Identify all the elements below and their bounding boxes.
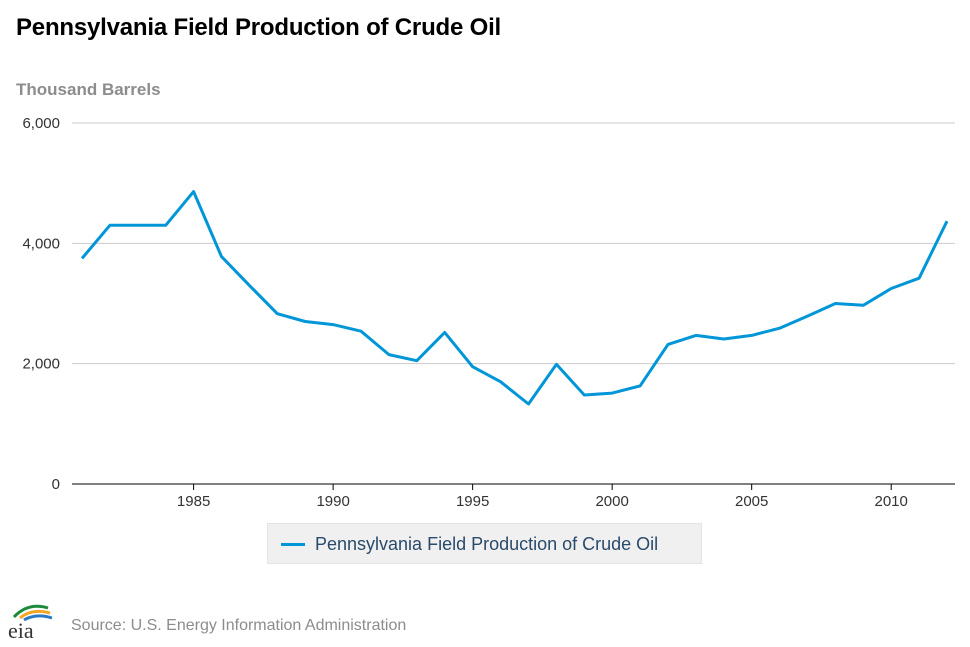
x-tick-label: 2010: [875, 493, 908, 510]
data-point[interactable]: [497, 378, 505, 386]
y-axis-unit-label: Thousand Barrels: [16, 80, 161, 99]
data-point[interactable]: [273, 310, 281, 318]
data-point[interactable]: [664, 340, 672, 348]
data-point[interactable]: [329, 321, 337, 329]
data-point[interactable]: [245, 281, 253, 289]
data-point[interactable]: [524, 400, 532, 408]
chart-title: Pennsylvania Field Production of Crude O…: [16, 14, 502, 41]
series-layer: [78, 188, 951, 408]
y-tick-label: 0: [52, 476, 60, 493]
x-axis-ticks: 1985 1990 1995 2000 2005 2010: [177, 484, 908, 510]
data-point[interactable]: [803, 312, 811, 320]
data-point[interactable]: [831, 300, 839, 308]
y-tick-label: 2,000: [22, 356, 60, 373]
data-point[interactable]: [859, 301, 867, 309]
data-point[interactable]: [692, 331, 700, 339]
data-point[interactable]: [776, 324, 784, 332]
data-point[interactable]: [134, 221, 142, 229]
x-tick-label: 1985: [177, 493, 210, 510]
chart-plot: 0 2,000 4,000 6,000 1985 1990 1995 2000 2005 201…: [22, 115, 955, 510]
data-point[interactable]: [469, 363, 477, 371]
data-point[interactable]: [915, 274, 923, 282]
data-point[interactable]: [636, 382, 644, 390]
x-tick-label: 2000: [595, 493, 628, 510]
data-point[interactable]: [887, 284, 895, 292]
logo-text: eia: [8, 618, 34, 642]
gridlines: [72, 122, 955, 485]
data-point[interactable]: [301, 318, 309, 326]
data-point[interactable]: [106, 221, 114, 229]
y-tick-label: 4,000: [22, 235, 60, 252]
y-tick-label: 6,000: [22, 115, 60, 132]
x-tick-label: 1990: [316, 493, 349, 510]
legend[interactable]: Pennsylvania Field Production of Crude O…: [267, 523, 702, 564]
x-tick-label: 2005: [735, 493, 768, 510]
data-point[interactable]: [441, 328, 449, 336]
data-point[interactable]: [190, 188, 198, 196]
legend-label: Pennsylvania Field Production of Crude O…: [315, 534, 659, 554]
data-point[interactable]: [357, 327, 365, 335]
data-point[interactable]: [608, 389, 616, 397]
data-point[interactable]: [162, 221, 170, 229]
data-point[interactable]: [748, 331, 756, 339]
data-point[interactable]: [78, 254, 86, 262]
data-point[interactable]: [413, 357, 421, 365]
data-point[interactable]: [720, 335, 728, 343]
data-point[interactable]: [943, 217, 951, 225]
series-line[interactable]: [80, 190, 949, 406]
data-point[interactable]: [218, 253, 226, 261]
data-point[interactable]: [580, 391, 588, 399]
data-point[interactable]: [385, 351, 393, 359]
x-tick-label: 1995: [456, 493, 489, 510]
eia-logo: eia: [8, 604, 53, 642]
y-axis-ticks: 0 2,000 4,000 6,000: [22, 115, 60, 493]
footer: eia Source: U.S. Energy Information Admi…: [0, 598, 600, 646]
legend-swatch: [281, 543, 305, 546]
data-point[interactable]: [552, 360, 560, 368]
source-note: Source: U.S. Energy Information Administ…: [71, 617, 407, 634]
